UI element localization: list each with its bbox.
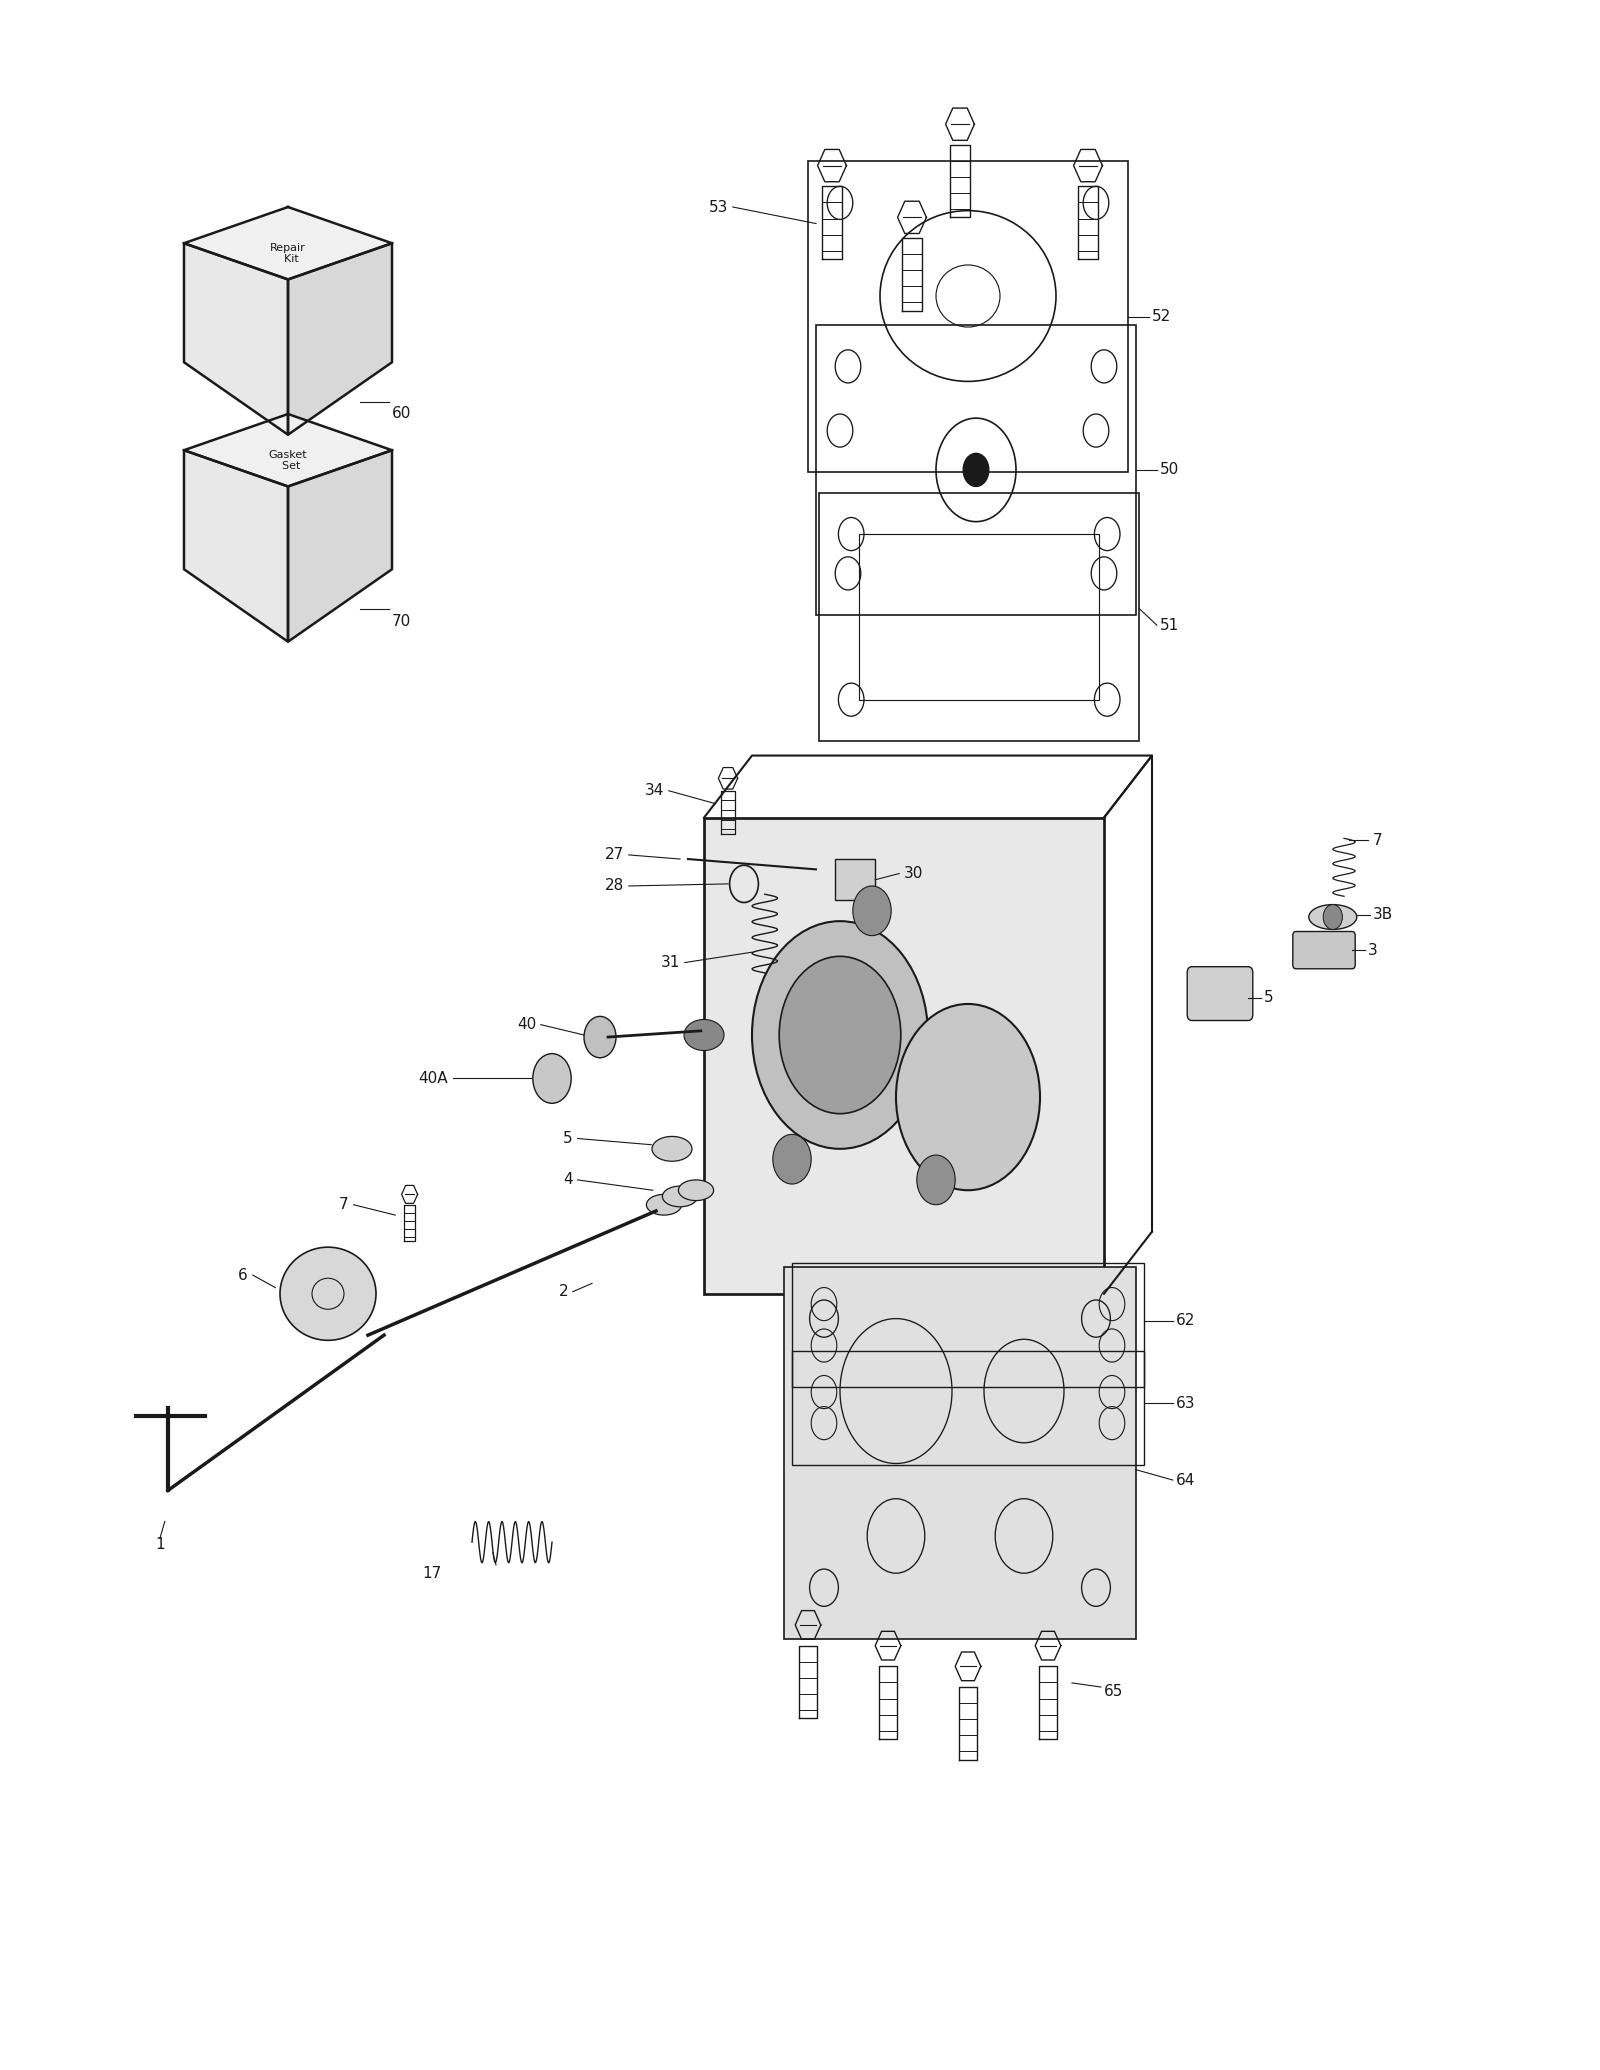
Text: 1: 1	[155, 1536, 165, 1552]
FancyBboxPatch shape	[1187, 967, 1253, 1021]
Text: 7: 7	[339, 1196, 349, 1213]
Text: 60: 60	[392, 406, 411, 422]
Text: 4: 4	[563, 1172, 573, 1188]
Circle shape	[773, 1134, 811, 1184]
Ellipse shape	[1309, 905, 1357, 929]
Circle shape	[917, 1155, 955, 1205]
Ellipse shape	[646, 1194, 682, 1215]
Circle shape	[963, 453, 989, 486]
Polygon shape	[288, 244, 392, 435]
Text: 62: 62	[1176, 1312, 1195, 1329]
FancyBboxPatch shape	[1293, 932, 1355, 969]
Text: 64: 64	[1176, 1472, 1195, 1488]
Circle shape	[779, 956, 901, 1114]
Text: 5: 5	[563, 1130, 573, 1147]
Text: 17: 17	[422, 1565, 442, 1581]
Text: 27: 27	[605, 847, 624, 863]
Polygon shape	[704, 818, 1104, 1294]
Ellipse shape	[683, 1018, 723, 1052]
Text: 63: 63	[1176, 1395, 1195, 1412]
Text: Repair
  Kit: Repair Kit	[270, 242, 306, 265]
Polygon shape	[784, 1267, 1136, 1639]
Circle shape	[533, 1054, 571, 1103]
Text: 50: 50	[1160, 462, 1179, 478]
Polygon shape	[184, 244, 288, 435]
Text: 31: 31	[661, 954, 680, 971]
Text: 3: 3	[1368, 942, 1378, 958]
Circle shape	[1323, 905, 1342, 929]
Text: 3B: 3B	[1373, 907, 1394, 923]
Text: 40A: 40A	[418, 1070, 448, 1087]
Text: 51: 51	[1160, 617, 1179, 633]
Circle shape	[896, 1004, 1040, 1190]
Text: 5: 5	[1264, 989, 1274, 1006]
Text: 70: 70	[392, 613, 411, 629]
Text: 2: 2	[558, 1283, 568, 1300]
Text: 30: 30	[904, 865, 923, 882]
Polygon shape	[288, 451, 392, 642]
Polygon shape	[184, 207, 392, 279]
Circle shape	[752, 921, 928, 1149]
Text: 65: 65	[1104, 1683, 1123, 1699]
Text: 7: 7	[1373, 832, 1382, 849]
Text: 6: 6	[238, 1267, 248, 1283]
Text: 53: 53	[709, 199, 728, 215]
Polygon shape	[184, 414, 392, 486]
Text: 40: 40	[517, 1016, 536, 1033]
Bar	[835, 859, 875, 900]
Text: Gasket
  Set: Gasket Set	[269, 449, 307, 472]
Text: 34: 34	[645, 782, 664, 799]
Ellipse shape	[653, 1136, 691, 1161]
Ellipse shape	[678, 1180, 714, 1201]
Polygon shape	[184, 451, 288, 642]
Ellipse shape	[280, 1246, 376, 1341]
Circle shape	[584, 1016, 616, 1058]
Ellipse shape	[662, 1186, 698, 1207]
Text: 52: 52	[1152, 308, 1171, 325]
Text: 28: 28	[605, 878, 624, 894]
Circle shape	[853, 886, 891, 936]
